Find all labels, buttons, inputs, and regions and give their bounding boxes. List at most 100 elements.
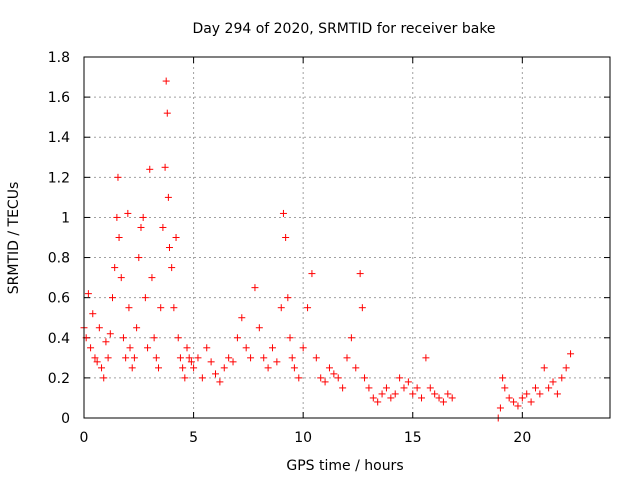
data-point xyxy=(139,213,147,221)
data-point xyxy=(216,378,224,386)
data-point xyxy=(518,394,526,402)
grid-lines xyxy=(84,57,610,418)
data-point xyxy=(413,384,421,392)
data-point xyxy=(531,384,539,392)
data-point xyxy=(361,374,369,382)
data-point xyxy=(343,354,351,362)
data-point xyxy=(284,294,292,302)
data-point xyxy=(179,364,187,372)
data-point xyxy=(501,384,509,392)
data-point xyxy=(277,304,285,312)
x-tick-label: 15 xyxy=(404,430,422,446)
data-point xyxy=(562,364,570,372)
data-point xyxy=(426,384,434,392)
data-point xyxy=(212,370,219,378)
data-point xyxy=(146,165,154,173)
data-point xyxy=(229,358,237,366)
y-tick-label: 1.8 xyxy=(48,50,70,66)
y-tick-label: 1.6 xyxy=(48,90,70,106)
data-point xyxy=(273,358,281,366)
data-point xyxy=(299,344,307,352)
data-point xyxy=(187,358,195,366)
y-tick-label: 0.6 xyxy=(48,291,70,307)
data-point xyxy=(155,364,163,372)
data-point xyxy=(553,390,561,398)
data-point xyxy=(288,354,296,362)
data-point xyxy=(207,358,215,366)
data-point xyxy=(290,364,298,372)
data-point xyxy=(174,334,182,342)
x-tick-label: 5 xyxy=(189,430,198,446)
data-point xyxy=(113,213,121,221)
data-point xyxy=(84,290,92,298)
data-point xyxy=(124,209,132,217)
data-point xyxy=(137,223,145,231)
data-point xyxy=(168,264,176,272)
y-tick-label: 0.2 xyxy=(48,371,70,387)
y-tick-label: 1.2 xyxy=(48,170,70,186)
data-point xyxy=(369,394,377,402)
data-point xyxy=(527,398,535,406)
data-point xyxy=(260,354,268,362)
data-point xyxy=(268,344,276,352)
data-point xyxy=(317,374,325,382)
data-point xyxy=(418,394,426,402)
data-point xyxy=(170,304,178,312)
data-point xyxy=(251,284,259,292)
y-tick-label: 1.4 xyxy=(48,130,70,146)
data-point xyxy=(126,344,134,352)
data-point xyxy=(165,244,173,252)
data-point xyxy=(312,354,320,362)
data-point xyxy=(89,310,97,318)
data-points xyxy=(80,77,575,422)
data-point xyxy=(133,324,141,332)
data-point xyxy=(161,163,169,171)
data-point xyxy=(549,378,557,386)
data-point xyxy=(540,364,548,372)
data-point xyxy=(558,374,566,382)
data-point xyxy=(181,374,189,382)
data-point xyxy=(194,354,202,362)
data-point xyxy=(382,384,390,392)
data-point xyxy=(404,378,412,386)
data-point xyxy=(159,223,167,231)
data-point xyxy=(334,374,342,382)
data-point xyxy=(435,394,443,402)
data-point xyxy=(148,274,156,282)
data-point xyxy=(176,354,184,362)
data-point xyxy=(117,274,125,282)
data-point xyxy=(135,254,143,262)
data-point xyxy=(444,390,452,398)
data-point xyxy=(365,384,373,392)
data-point xyxy=(220,364,228,372)
data-point xyxy=(91,354,99,362)
data-point xyxy=(374,398,382,406)
data-point xyxy=(352,364,360,372)
data-point xyxy=(422,354,430,362)
data-point xyxy=(119,334,127,342)
data-point xyxy=(439,398,447,406)
data-point xyxy=(295,374,303,382)
data-point xyxy=(128,364,136,372)
data-point xyxy=(255,324,263,332)
data-point xyxy=(115,234,123,241)
data-point xyxy=(391,390,399,398)
data-point xyxy=(499,374,507,382)
y-tick-label: 0.8 xyxy=(48,251,70,267)
data-point xyxy=(279,209,287,217)
data-point xyxy=(141,294,149,302)
data-point xyxy=(203,344,211,352)
chart-title: Day 294 of 2020, SRMTID for receiver bak… xyxy=(192,21,495,37)
data-point xyxy=(198,374,206,382)
data-point xyxy=(164,193,172,201)
data-point xyxy=(304,304,312,312)
data-point xyxy=(98,364,106,372)
x-axis-label: GPS time / hours xyxy=(286,458,403,474)
plot-frame xyxy=(83,56,611,419)
data-point xyxy=(157,304,165,312)
data-point xyxy=(238,314,246,322)
data-point xyxy=(93,358,101,366)
data-point xyxy=(247,354,255,362)
data-point xyxy=(347,334,355,342)
